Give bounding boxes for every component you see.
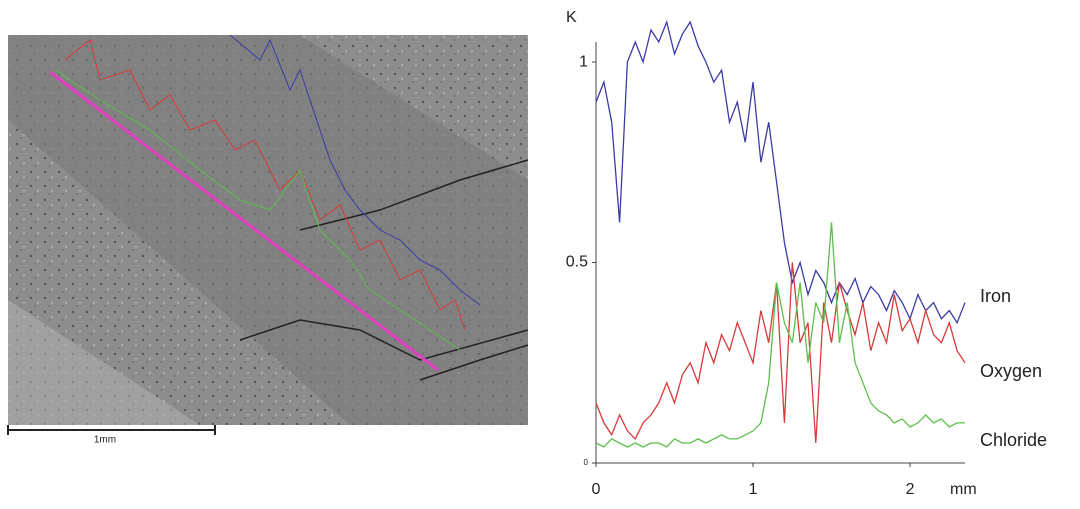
scan-trace [64, 39, 466, 331]
series-line [595, 19, 966, 325]
scan-trace [229, 34, 481, 306]
image-region [8, 120, 200, 425]
micrograph: 1mm [7, 34, 529, 446]
y-axis-label: K [566, 9, 577, 26]
line-chart: K mm 0 0.5 1 0 1 2 Iron Oxygen Chloride [566, 9, 1047, 498]
series-label: Iron [980, 286, 1011, 306]
scale-label: 1mm [94, 435, 116, 446]
image-region [8, 35, 528, 425]
series-line [595, 222, 965, 448]
crack [239, 159, 529, 381]
y-tick-label: 1 [579, 53, 588, 70]
y-tick-label: 0 [584, 458, 589, 467]
series-label: Chloride [980, 430, 1047, 450]
x-tick-label: 1 [749, 481, 758, 498]
y-tick-label: 0.5 [566, 254, 588, 271]
x-axis-label: mm [950, 481, 977, 498]
series-line [595, 262, 966, 444]
scan-trace [54, 69, 461, 351]
series-label: Oxygen [980, 361, 1042, 381]
x-tick-label: 2 [906, 481, 915, 498]
x-tick-label: 0 [592, 481, 601, 498]
scan-line [49, 70, 439, 372]
